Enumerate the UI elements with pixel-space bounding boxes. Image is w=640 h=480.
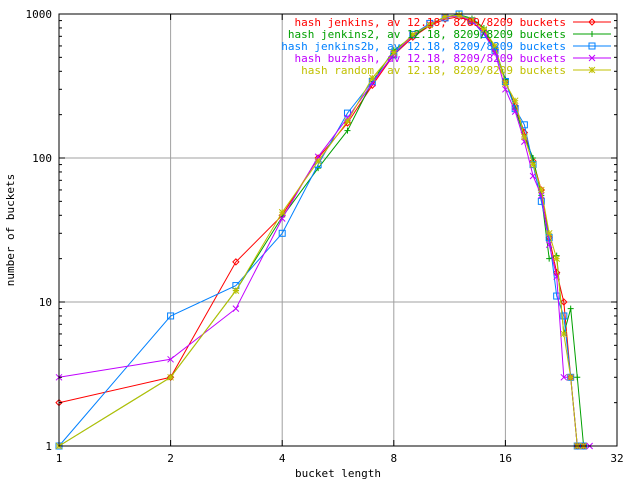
x-tick-label: 1 bbox=[56, 452, 63, 465]
data-point bbox=[553, 292, 561, 300]
data-point bbox=[167, 373, 174, 381]
x-tick-label: 16 bbox=[499, 452, 512, 465]
data-point bbox=[409, 31, 417, 38]
data-point bbox=[343, 119, 352, 127]
data-point bbox=[537, 192, 545, 199]
legend-label: hash buzhash, av 12.18, 8209/8209 bucket… bbox=[294, 52, 566, 65]
x-axis-label: bucket length bbox=[295, 467, 381, 480]
legend-label: hash random, av 12.18, 8209/8209 buckets bbox=[301, 64, 566, 77]
series-4 bbox=[55, 12, 593, 450]
data-point bbox=[232, 287, 240, 294]
data-point bbox=[314, 157, 322, 165]
data-point bbox=[344, 127, 351, 134]
legend-label: hash jenkins2, av 12.18, 8209/8209 bucke… bbox=[288, 28, 566, 41]
data-point bbox=[278, 208, 286, 216]
legend-marker bbox=[589, 31, 595, 37]
data-point bbox=[567, 305, 574, 312]
data-point bbox=[344, 117, 351, 125]
data-point bbox=[426, 21, 434, 29]
series-2 bbox=[56, 11, 587, 449]
data-point bbox=[553, 255, 561, 263]
legend-label: hash jenkins2b, av 12.18, 8209/8209 buck… bbox=[281, 40, 566, 53]
data-point bbox=[560, 373, 568, 381]
y-tick-label: 10 bbox=[39, 296, 52, 309]
data-point bbox=[455, 11, 463, 19]
x-tick-label: 32 bbox=[610, 452, 623, 465]
data-point bbox=[560, 298, 568, 306]
legend-marker bbox=[588, 54, 596, 62]
data-point bbox=[529, 172, 537, 180]
legend-marker bbox=[588, 18, 596, 26]
data-point bbox=[441, 13, 449, 20]
data-point bbox=[521, 133, 528, 141]
y-tick-label: 1000 bbox=[26, 8, 53, 21]
legend-marker bbox=[588, 66, 596, 74]
data-point bbox=[560, 330, 568, 338]
series-line bbox=[58, 14, 584, 447]
data-point bbox=[537, 186, 545, 194]
data-point bbox=[278, 229, 286, 237]
legend-marker bbox=[588, 42, 596, 50]
y-tick-label: 100 bbox=[32, 152, 52, 165]
data-point bbox=[546, 255, 553, 262]
x-tick-label: 2 bbox=[167, 452, 174, 465]
data-point bbox=[574, 374, 581, 381]
data-point bbox=[502, 79, 509, 87]
data-point bbox=[390, 49, 398, 56]
data-point bbox=[468, 16, 476, 24]
data-point bbox=[167, 312, 175, 320]
data-point bbox=[167, 355, 174, 363]
plot-frame bbox=[58, 13, 618, 447]
data-point bbox=[491, 42, 499, 50]
data-point bbox=[480, 29, 488, 37]
x-tick-label: 8 bbox=[390, 452, 397, 465]
y-axis-label: number of buckets bbox=[4, 174, 17, 287]
series-5 bbox=[55, 11, 587, 450]
series-line bbox=[58, 15, 590, 447]
legend-label: hash jenkins, av 12.18, 8209/8209 bucket… bbox=[294, 16, 566, 29]
data-point bbox=[545, 229, 553, 237]
data-point bbox=[480, 26, 488, 33]
data-point bbox=[232, 305, 240, 312]
grid bbox=[59, 14, 617, 446]
x-tick-label: 4 bbox=[279, 452, 286, 465]
data-point bbox=[232, 258, 240, 266]
data-point bbox=[368, 74, 376, 82]
data-point bbox=[567, 373, 575, 381]
data-point bbox=[545, 241, 553, 249]
ticks: 1 2 4 8 16 32 1 10 100 1000 bbox=[26, 8, 624, 465]
data-point bbox=[529, 161, 537, 168]
data-point bbox=[560, 312, 568, 320]
data-point bbox=[511, 97, 519, 105]
legend: hash jenkins, av 12.18, 8209/8209 bucket… bbox=[281, 16, 611, 77]
y-tick-label: 1 bbox=[45, 440, 52, 453]
